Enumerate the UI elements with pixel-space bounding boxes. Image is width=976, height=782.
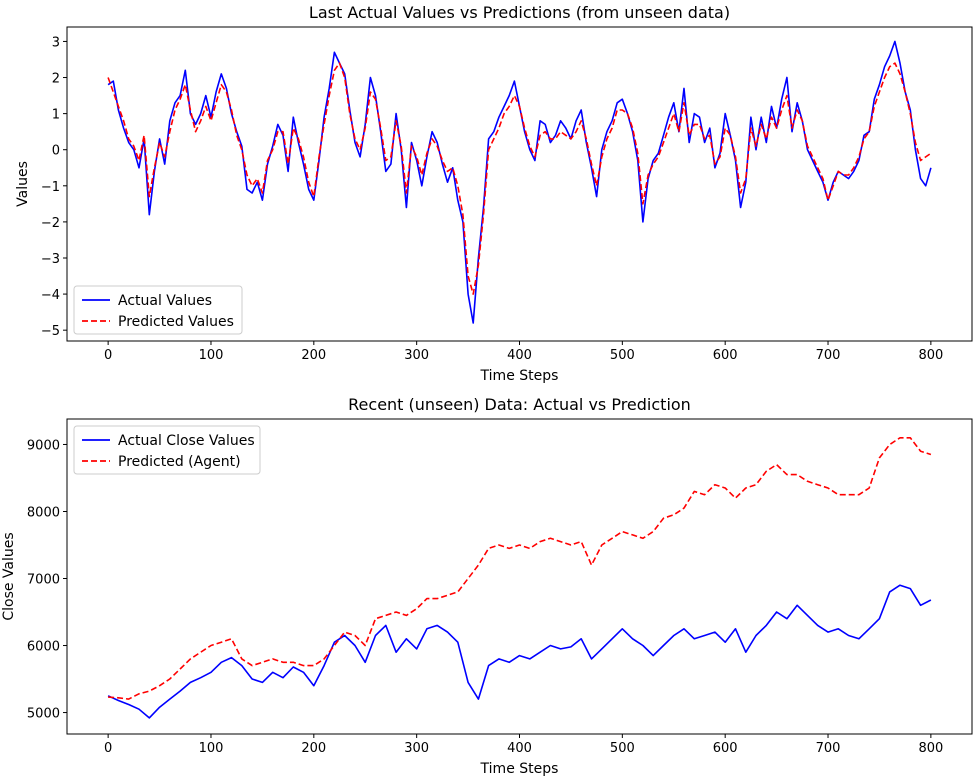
legend-label-predicted: Predicted (Agent) (118, 454, 241, 470)
legend-label-actual: Actual Close Values (118, 433, 255, 449)
chart-panel-bottom: Recent (unseen) Data: Actual vs Predicti… (1, 395, 973, 777)
y-tick-label: −5 (41, 324, 60, 339)
y-tick-label: 8000 (27, 505, 60, 520)
y-tick-label: 9000 (27, 438, 60, 453)
y-tick-label: 1 (52, 108, 60, 123)
chart-panel-top: Last Actual Values vs Predictions (from … (15, 3, 973, 384)
y-tick-label: 0 (52, 144, 60, 159)
y-tick-label: −1 (41, 180, 60, 195)
chart-title: Recent (unseen) Data: Actual vs Predicti… (348, 395, 691, 414)
x-tick-label: 100 (199, 741, 224, 756)
x-axis-label: Time Steps (480, 761, 559, 777)
x-tick-label: 600 (713, 741, 738, 756)
x-tick-label: 700 (816, 741, 841, 756)
x-tick-label: 700 (816, 348, 841, 363)
x-tick-label: 400 (507, 741, 532, 756)
y-tick-label: −3 (41, 252, 60, 267)
x-tick-label: 500 (610, 348, 635, 363)
legend-entry-actual: Actual Values (82, 293, 212, 309)
x-axis-label: Time Steps (480, 368, 559, 384)
y-axis-label: Close Values (1, 532, 17, 620)
x-tick-label: 800 (918, 741, 943, 756)
x-tick-label: 800 (918, 348, 943, 363)
x-tick-label: 100 (199, 348, 224, 363)
legend-label-predicted: Predicted Values (118, 314, 234, 330)
x-tick-label: 200 (301, 741, 326, 756)
x-tick-label: 500 (610, 741, 635, 756)
y-axis-label: Values (15, 161, 31, 207)
series-line-actual (107, 40, 932, 324)
x-tick-label: 0 (104, 348, 112, 363)
series-line-actual (107, 584, 932, 719)
x-tick-label: 600 (713, 348, 738, 363)
y-tick-label: 7000 (27, 573, 60, 588)
x-tick-label: 300 (404, 741, 429, 756)
legend-entry-predicted: Predicted Values (82, 314, 234, 330)
y-tick-label: 3 (52, 35, 60, 50)
plot-lines (107, 436, 932, 719)
series-line-predicted (108, 436, 932, 700)
y-tick-label: −4 (41, 288, 60, 303)
y-tick-label: 2 (52, 72, 60, 87)
legend-entry-predicted: Predicted (Agent) (82, 454, 241, 470)
x-tick-label: 400 (507, 348, 532, 363)
series-line-predicted (107, 62, 932, 295)
plot-lines (107, 40, 932, 324)
legend: Actual Close Values Predicted (Agent) (73, 425, 261, 475)
y-tick-label: 5000 (27, 707, 60, 722)
legend-entry-actual: Actual Close Values (82, 433, 255, 449)
axis-ticks: 0 100 200 300 400 500 600 700 800 5000 6000 7000 800… (27, 438, 943, 756)
x-tick-label: 200 (301, 348, 326, 363)
x-tick-label: 300 (404, 348, 429, 363)
axis-ticks: 0 100 200 300 400 500 600 700 800 −5 −4 −3 −2 −1 0 1 2 3 (41, 35, 943, 363)
legend: Actual Values Predicted Values (73, 285, 243, 335)
y-tick-label: −2 (41, 216, 60, 231)
legend-box (73, 425, 261, 475)
y-tick-label: 6000 (27, 640, 60, 655)
legend-box (73, 285, 243, 335)
chart-title: Last Actual Values vs Predictions (from … (309, 3, 730, 22)
legend-label-actual: Actual Values (118, 293, 212, 309)
x-tick-label: 0 (104, 741, 112, 756)
